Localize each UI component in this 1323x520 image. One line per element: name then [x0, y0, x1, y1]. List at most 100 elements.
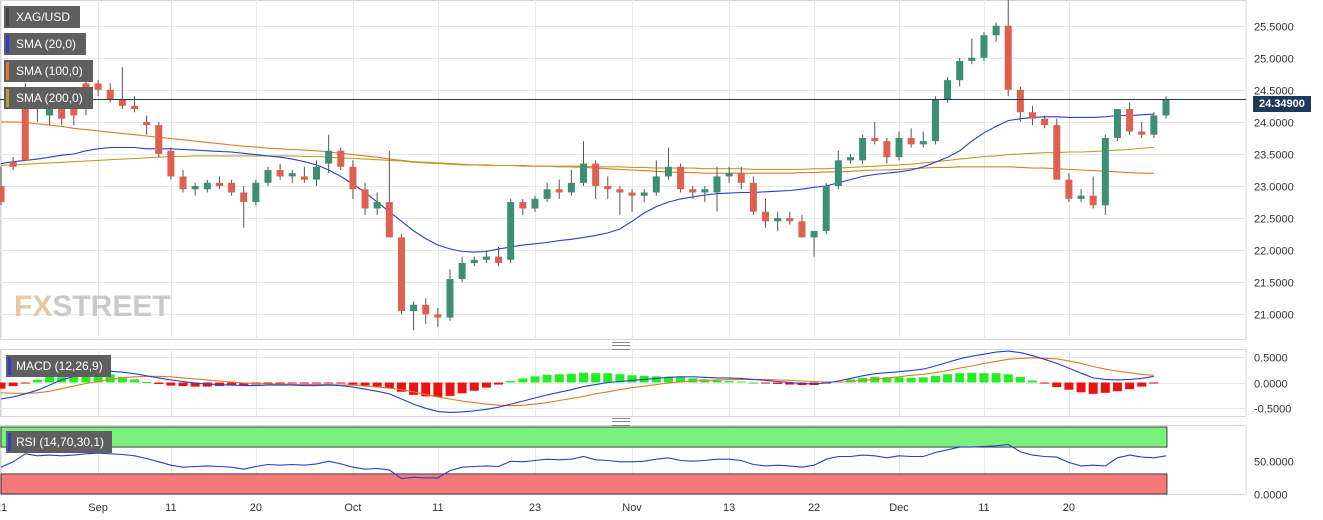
- candle: [1089, 176, 1097, 209]
- candle-body: [774, 218, 782, 222]
- macd-histogram-bar: [724, 380, 734, 383]
- macd-histogram-bar: [299, 382, 309, 384]
- legend-swatch: [6, 62, 9, 80]
- candle: [228, 179, 236, 196]
- candle-body: [992, 25, 1000, 36]
- candle-body: [167, 150, 175, 177]
- macd-histogram-bar: [1015, 376, 1025, 383]
- candle-body: [628, 192, 636, 196]
- legend-xagusd[interactable]: XAG/USD: [4, 6, 81, 28]
- candle: [701, 186, 709, 203]
- candle: [482, 250, 490, 264]
- candle-body: [21, 89, 29, 161]
- candle-body: [1138, 131, 1146, 135]
- candle: [689, 186, 697, 199]
- candle-body: [737, 173, 745, 183]
- candle-body: [106, 89, 114, 100]
- rsi-line: [0, 443, 1167, 480]
- pane-resize-handle[interactable]: [612, 418, 630, 426]
- macd-histogram-bar: [700, 379, 710, 383]
- candle: [410, 301, 418, 331]
- candle-body: [725, 173, 733, 177]
- macd-histogram-bar: [627, 375, 637, 383]
- y-tick-label: 0.5000: [1254, 353, 1288, 365]
- macd-line: [0, 350, 1154, 413]
- candle: [9, 157, 17, 170]
- macd-histogram-bar: [579, 372, 588, 383]
- candle-body: [264, 170, 272, 183]
- x-tick-label: 21: [0, 502, 7, 514]
- candle: [252, 179, 260, 206]
- candle: [749, 176, 757, 215]
- candle-body: [94, 83, 102, 90]
- macd-histogram-bar: [336, 382, 346, 384]
- x-tick-label: 22: [808, 502, 820, 514]
- candle-body: [373, 202, 381, 209]
- candle: [288, 170, 296, 183]
- candle: [944, 76, 952, 103]
- x-tick-label: 20: [1063, 502, 1075, 514]
- candle: [1138, 121, 1146, 138]
- macd-histogram-bar: [967, 372, 977, 383]
- candle-body: [397, 237, 405, 312]
- rsi-label[interactable]: RSI (14,70,30,1): [6, 431, 113, 453]
- pane-resize-handle[interactable]: [612, 342, 630, 350]
- sma100-line: [1, 121, 1154, 174]
- macd-histogram-bar: [312, 382, 322, 384]
- legend-sma20[interactable]: SMA (20,0): [4, 33, 87, 55]
- macd-histogram-bar: [348, 382, 358, 385]
- macd-histogram-bar: [1040, 382, 1050, 384]
- macd-histogram-bar: [20, 382, 30, 384]
- macd-histogram-bar: [433, 382, 443, 397]
- macd-histogram-bar: [603, 373, 613, 383]
- candle-body: [871, 137, 879, 142]
- candle-body: [919, 141, 927, 145]
- candle: [446, 269, 454, 321]
- macd-histogram-bar: [81, 372, 91, 383]
- legend-sma100[interactable]: SMA (100,0): [4, 60, 93, 82]
- macd-histogram-bar: [1149, 382, 1159, 384]
- candle: [118, 67, 126, 110]
- macd-histogram-bar: [591, 373, 601, 383]
- candle: [397, 234, 405, 315]
- candle-body: [701, 189, 709, 193]
- legend-sma200[interactable]: SMA (200,0): [4, 87, 93, 109]
- macd-histogram-bar: [190, 382, 200, 387]
- candle: [883, 137, 891, 164]
- macd-label[interactable]: MACD (12,26,9): [6, 355, 111, 377]
- candle: [276, 163, 284, 180]
- candle: [191, 182, 199, 196]
- candle-body: [664, 166, 672, 177]
- candle: [325, 134, 333, 174]
- candle-body: [543, 189, 551, 199]
- candle: [240, 186, 248, 228]
- candle-body: [422, 304, 430, 315]
- candle-body: [70, 109, 78, 116]
- macd-histogram-bar: [57, 373, 67, 383]
- candle: [300, 166, 308, 183]
- macd-histogram-bar: [263, 382, 273, 384]
- macd-histogram-bar: [736, 381, 746, 383]
- candle: [458, 256, 466, 283]
- candle: [313, 160, 321, 187]
- x-tick-label: Dec: [889, 502, 909, 514]
- macd-histogram-bar: [457, 382, 467, 394]
- x-tick-label: Nov: [622, 502, 642, 514]
- candle: [0, 166, 5, 206]
- candle-body: [786, 218, 794, 222]
- candle-body: [846, 157, 854, 161]
- candle-body: [689, 189, 697, 193]
- macd-histogram-bar: [1003, 374, 1013, 383]
- candle: [385, 150, 393, 238]
- candle-body: [749, 182, 757, 212]
- macd-histogram-bar: [882, 377, 892, 383]
- candle: [786, 211, 794, 225]
- candle-body: [616, 189, 624, 193]
- candle-body: [385, 202, 393, 238]
- candle: [604, 176, 612, 199]
- macd-histogram-bar: [384, 382, 394, 389]
- legend-swatch: [6, 89, 9, 107]
- candle-body: [130, 105, 138, 110]
